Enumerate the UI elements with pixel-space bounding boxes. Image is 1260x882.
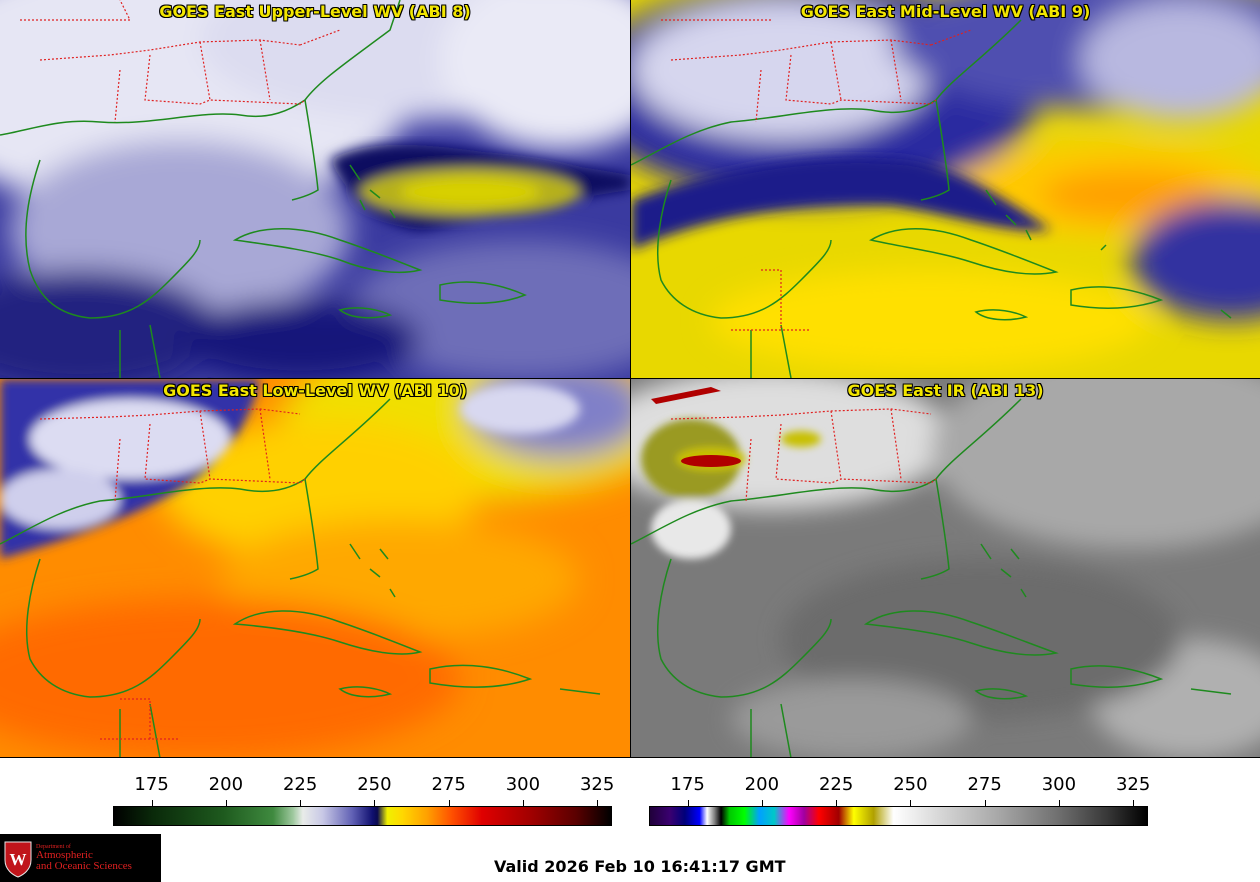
panel-mid-level-wv: GOES East Mid-Level WV (ABI 9) <box>631 0 1260 378</box>
ir-tick-mark <box>836 800 838 806</box>
logo-line1: Atmospheric <box>36 849 93 861</box>
state-borders <box>670 408 937 502</box>
mid-level-wv-imagery <box>631 0 1260 378</box>
ir-tick-mark <box>1058 800 1060 806</box>
panel-divider-vertical <box>630 0 631 758</box>
ir-tick-label: 275 <box>967 774 1002 795</box>
wv-tick-label: 200 <box>208 774 244 795</box>
coastline-lines <box>631 398 1232 758</box>
state-borders <box>661 19 972 331</box>
wv-tick-mark <box>300 800 302 806</box>
ir-tick-mark <box>984 800 986 806</box>
ir-tick-label: 175 <box>670 774 705 795</box>
panel-divider-horizontal <box>0 378 1260 379</box>
ir-tick-mark <box>687 800 689 806</box>
panel-title-mid: GOES East Mid-Level WV (ABI 9) <box>800 2 1091 21</box>
ir-colorbar-ticks: 175 200 225 250 275 300 325 <box>649 774 1151 798</box>
panel-bottom-border <box>0 757 1260 758</box>
ir-tick-label: 200 <box>744 774 780 795</box>
coastline-lines <box>631 19 1232 378</box>
panel-title-low: GOES East Low-Level WV (ABI 10) <box>163 381 467 400</box>
state-borders <box>39 408 306 740</box>
wv-tick-mark <box>448 800 450 806</box>
panel-upper-level-wv: GOES East Upper-Level WV (ABI 8) <box>0 0 630 378</box>
panel-title-upper: GOES East Upper-Level WV (ABI 8) <box>159 2 471 21</box>
ir-tick-label: 225 <box>818 774 854 795</box>
logo-line2: and Oceanic Sciences <box>36 860 132 872</box>
wv-tick-mark <box>225 800 227 806</box>
wv-tick-mark <box>522 800 524 806</box>
wv-tick-label: 300 <box>505 774 541 795</box>
panel-ir: GOES East IR (ABI 13) <box>631 379 1260 758</box>
ir-imagery <box>631 379 1260 758</box>
ir-colorbar-gradient <box>649 806 1148 826</box>
state-borders <box>20 0 341 123</box>
wv-tick-label: 275 <box>431 774 466 795</box>
logo-dept: Department of <box>36 844 71 850</box>
wv-tick-mark <box>597 800 599 806</box>
wv-tick-mark <box>151 800 153 806</box>
ir-tick-mark <box>910 800 912 806</box>
ir-tick-mark <box>1133 800 1135 806</box>
panel-low-level-wv: GOES East Low-Level WV (ABI 10) <box>0 379 630 758</box>
coastline-lines <box>0 398 601 758</box>
valid-time: Valid 2026 Feb 10 16:41:17 GMT <box>494 857 786 876</box>
wv-colorbar: 175 200 225 250 275 300 325 <box>113 774 615 828</box>
wv-tick-label: 175 <box>134 774 169 795</box>
ir-tick-mark <box>761 800 763 806</box>
wv-colorbar-ticks: 175 200 225 250 275 300 325 <box>113 774 615 798</box>
ir-colorbar: 175 200 225 250 275 300 325 <box>649 774 1151 828</box>
ir-tick-label: 250 <box>893 774 928 795</box>
ir-tick-label: 300 <box>1041 774 1077 795</box>
panel-title-ir: GOES East IR (ABI 13) <box>847 381 1044 400</box>
aos-logo: W Department of Atmospheric and Oceanic … <box>0 834 161 882</box>
wv-tick-label: 325 <box>579 774 615 795</box>
wv-colorbar-gradient <box>113 806 612 826</box>
coastline-lines <box>0 0 527 378</box>
wv-tick-label: 225 <box>282 774 318 795</box>
wv-tick-mark <box>374 800 376 806</box>
low-level-wv-imagery <box>0 379 630 758</box>
uw-crest-icon: W <box>4 841 32 878</box>
ir-tick-label: 325 <box>1115 774 1151 795</box>
upper-level-wv-imagery <box>0 0 630 378</box>
svg-text:W: W <box>10 850 27 869</box>
wv-tick-label: 250 <box>357 774 392 795</box>
